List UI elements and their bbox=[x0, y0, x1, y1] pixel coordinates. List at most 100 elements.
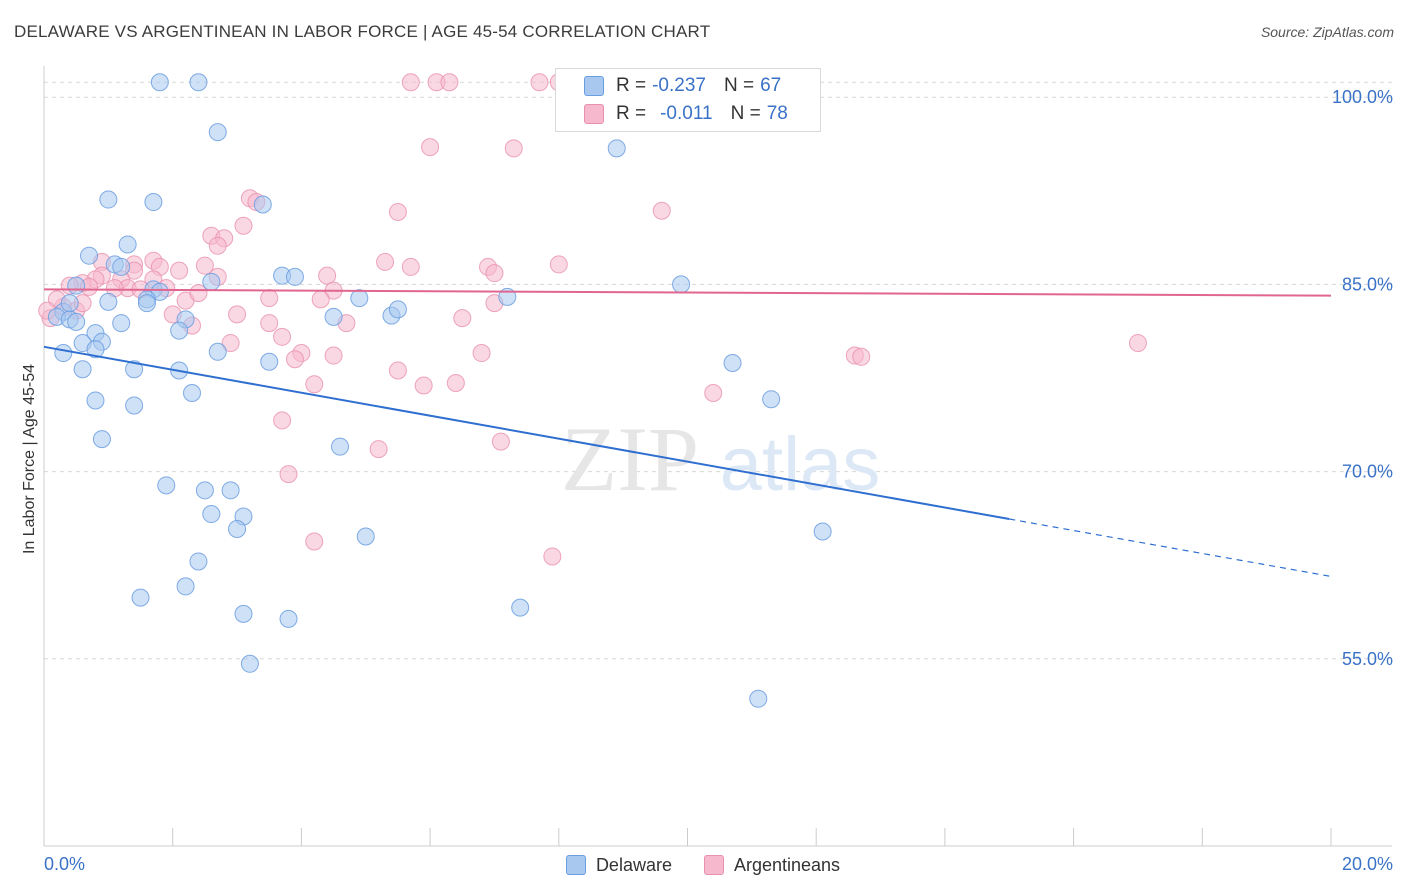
delaware-point bbox=[234, 604, 253, 623]
argentinean-point bbox=[388, 203, 407, 222]
argentinean-point bbox=[388, 361, 407, 380]
delaware-point bbox=[285, 267, 304, 286]
argentinean-point bbox=[530, 73, 549, 92]
y-axis-label: In Labor Force | Age 45-54 bbox=[21, 364, 38, 554]
argentinean-point bbox=[228, 305, 247, 324]
axes bbox=[43, 66, 1392, 847]
watermark-atlas: atlas bbox=[720, 422, 881, 507]
argentinean-point bbox=[273, 327, 292, 346]
delaware-point bbox=[86, 340, 105, 359]
y-tick-label: 85.0% bbox=[1342, 274, 1393, 294]
delaware-point bbox=[228, 520, 247, 539]
delaware-point bbox=[131, 588, 150, 607]
delaware-point bbox=[350, 289, 369, 308]
y-tick-label: 55.0% bbox=[1342, 649, 1393, 669]
argentinean-point bbox=[549, 255, 568, 274]
n-value: 78 bbox=[766, 103, 788, 124]
delaware-point bbox=[279, 609, 298, 628]
argentinean-point bbox=[543, 547, 562, 566]
series-legend: Delaware Argentineans bbox=[0, 852, 1406, 878]
delaware-point bbox=[388, 300, 407, 319]
delaware-point bbox=[607, 139, 626, 158]
delaware-point bbox=[170, 321, 189, 340]
argentinean-point bbox=[311, 290, 330, 309]
argentinean-point bbox=[472, 344, 491, 363]
delaware-point bbox=[202, 505, 221, 524]
argentinean-point bbox=[195, 256, 214, 275]
watermark: ZIP atlas bbox=[561, 408, 880, 510]
delaware-point bbox=[672, 275, 691, 294]
argentinean-point bbox=[189, 284, 208, 303]
n-value: 67 bbox=[760, 75, 782, 96]
r-label: R = bbox=[616, 103, 647, 124]
delaware-point bbox=[813, 522, 832, 541]
argentinean-point bbox=[221, 334, 240, 353]
legend-item-argentineans: Argentineans bbox=[703, 855, 840, 876]
argentinean-point bbox=[401, 257, 420, 276]
grid-lines bbox=[44, 81, 1392, 660]
delaware-point bbox=[144, 193, 163, 212]
delaware-point bbox=[112, 257, 131, 276]
argentinean-point bbox=[453, 309, 472, 328]
delaware-point bbox=[208, 123, 227, 142]
argentinean-point bbox=[369, 440, 388, 459]
r-label: R = bbox=[616, 75, 647, 96]
delaware-point bbox=[54, 344, 73, 363]
delaware-point bbox=[762, 390, 781, 409]
delaware-point bbox=[118, 235, 137, 254]
delaware-point bbox=[221, 481, 240, 500]
argentinean-point bbox=[260, 314, 279, 333]
argentinean-point bbox=[260, 289, 279, 308]
argentinean-point bbox=[414, 376, 433, 395]
legend-row-delaware: R = -0.237 N = 67 bbox=[556, 73, 781, 99]
delaware-point bbox=[189, 73, 208, 92]
delaware-point bbox=[99, 292, 118, 311]
trend-lines bbox=[43, 288, 1332, 578]
argentinean-point bbox=[504, 139, 523, 158]
argentinean-point bbox=[234, 216, 253, 235]
delaware-point bbox=[157, 476, 176, 495]
argentinean-point bbox=[401, 73, 420, 92]
argentinean-point bbox=[440, 73, 459, 92]
delaware-point bbox=[60, 294, 79, 313]
argentinean-point bbox=[324, 346, 343, 365]
delaware-point bbox=[723, 354, 742, 373]
argentineans-swatch bbox=[703, 855, 724, 875]
tick-labels: 55.0% 70.0% 85.0% 100.0% 0.0% 20.0% bbox=[44, 87, 1393, 874]
delaware-point bbox=[331, 437, 350, 456]
delaware-trend-extension bbox=[1009, 518, 1332, 578]
delaware-point bbox=[240, 654, 259, 673]
delaware-point bbox=[112, 314, 131, 333]
delaware-point bbox=[150, 73, 169, 92]
delaware-point bbox=[125, 360, 144, 379]
argentinean-point bbox=[285, 350, 304, 369]
argentinean-point bbox=[704, 383, 723, 402]
delaware-point bbox=[183, 383, 202, 402]
chart-title: DELAWARE VS ARGENTINEAN IN LABOR FORCE |… bbox=[14, 22, 711, 41]
argentinean-point bbox=[170, 261, 189, 280]
delaware-point bbox=[202, 272, 221, 291]
x-tick-label: 20.0% bbox=[1342, 854, 1393, 874]
n-label: N = bbox=[730, 103, 761, 124]
argentinean-point bbox=[446, 373, 465, 392]
delaware-trend-line bbox=[43, 345, 1010, 521]
delaware-point bbox=[176, 577, 195, 596]
n-label: N = bbox=[723, 75, 755, 96]
argentinean-point bbox=[279, 465, 298, 484]
delaware-point bbox=[137, 294, 156, 313]
argentineans-swatch bbox=[584, 104, 604, 124]
argentinean-point bbox=[305, 532, 324, 551]
delaware-point bbox=[260, 352, 279, 371]
delaware-point bbox=[253, 195, 272, 214]
argentinean-point bbox=[485, 264, 504, 283]
argentinean-point bbox=[652, 201, 671, 220]
delaware-point bbox=[67, 312, 86, 331]
argentinean-point bbox=[491, 432, 510, 451]
delaware-point bbox=[73, 360, 92, 379]
source-label: Source: ZipAtlas.com bbox=[1260, 24, 1394, 40]
legend-item-delaware: Delaware bbox=[565, 855, 672, 876]
y-tick-label: 100.0% bbox=[1332, 87, 1393, 107]
delaware-point bbox=[324, 307, 343, 326]
delaware-point bbox=[749, 689, 768, 708]
